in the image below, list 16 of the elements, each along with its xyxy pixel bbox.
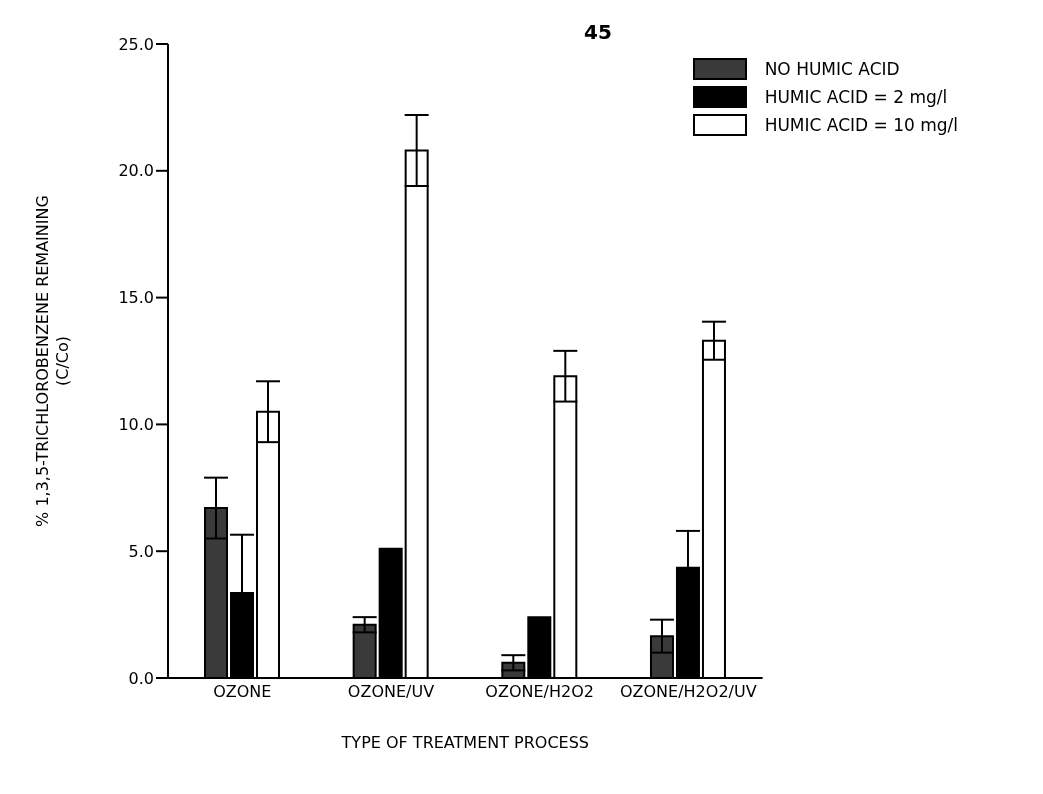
y-tick-label: 15.0 <box>118 288 154 308</box>
legend-label: HUMIC ACID = 10 mg/l <box>764 115 958 135</box>
y-tick-label: 5.0 <box>128 541 154 561</box>
x-tick-label: OZONE <box>213 682 272 702</box>
y-tick-label: 20.0 <box>118 161 154 181</box>
legend-label: HUMIC ACID = 2 mg/l <box>764 87 948 107</box>
y-tick-label: 10.0 <box>118 415 154 435</box>
y-tick-label: 0.0 <box>128 668 154 688</box>
chart-title: 45 <box>584 20 612 44</box>
x-axis-title: TYPE OF TREATMENT PROCESS <box>340 733 590 752</box>
x-tick-label: OZONE/H2O2/UV <box>619 682 757 702</box>
y-tick-label: 25.0 <box>118 34 154 54</box>
x-tick-label: OZONE/UV <box>347 682 435 702</box>
legend-label: NO HUMIC ACID <box>764 59 900 79</box>
x-tick-label: OZONE/H2O2 <box>485 682 594 702</box>
y-axis-title: % 1,3,5-TRICHLOROBENZENE REMAINING (C/Co) <box>33 195 72 527</box>
